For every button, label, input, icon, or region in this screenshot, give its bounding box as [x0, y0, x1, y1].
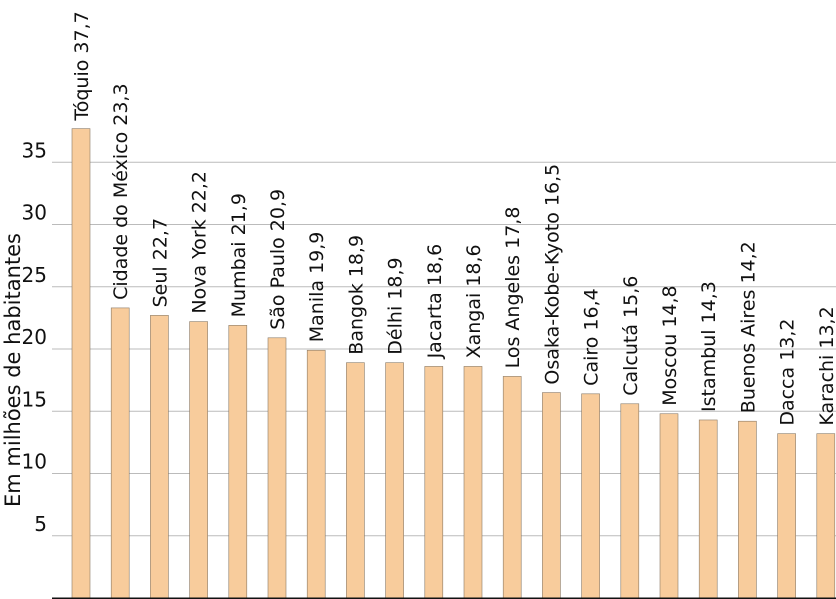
- bar: [659, 413, 679, 599]
- bar-label: Cairo 16,4: [581, 288, 603, 386]
- bar: [189, 321, 208, 599]
- bar-label: Nova York 22,2: [189, 171, 211, 314]
- bar: [620, 403, 640, 599]
- y-tick-label: 20: [22, 325, 47, 349]
- bar: [502, 376, 522, 599]
- bar: [581, 393, 600, 599]
- y-tick-label: 30: [22, 201, 47, 225]
- y-tick-label: 15: [22, 387, 47, 411]
- bar-label: Mumbai 21,9: [228, 193, 250, 317]
- bar-label: Manila 19,9: [306, 232, 328, 343]
- bar-label: Tóquio 37,7: [71, 11, 93, 121]
- bar-label: Jacarta 18,6: [424, 244, 446, 360]
- bar-label: Seul 22,7: [149, 218, 171, 307]
- bar: [542, 392, 561, 599]
- bar-label: Dacca 13,2: [777, 319, 799, 426]
- bar: [816, 433, 836, 599]
- y-tick-label: 5: [34, 512, 47, 536]
- bar-label: Calcutá 15,6: [620, 276, 642, 396]
- bar-label: Cidade do México 23,3: [110, 83, 132, 299]
- bar: [306, 349, 326, 599]
- y-tick-label: 25: [22, 263, 47, 287]
- bar-label: Moscou 14,8: [659, 285, 681, 405]
- bars: [71, 128, 836, 599]
- bar: [71, 128, 91, 599]
- bar: [698, 419, 718, 599]
- bar: [738, 420, 757, 599]
- bar: [424, 366, 444, 599]
- bar-label: Délhi 18,9: [385, 257, 407, 354]
- bar-label: Bangok 18,9: [345, 235, 367, 355]
- y-tick-labels: 5 10 15 20 25 30 35: [22, 138, 47, 536]
- bar: [385, 362, 404, 599]
- y-axis-title: Em milhões de habitantes: [1, 233, 25, 507]
- bar: [346, 362, 365, 599]
- bar-label: Osaka-Kobe-Kyoto 16,5: [541, 164, 563, 385]
- gridlines: [52, 161, 836, 537]
- bar-label: Buenos Aires 14,2: [737, 241, 759, 413]
- y-tick-label: 35: [22, 138, 47, 162]
- bar: [463, 366, 483, 599]
- bar: [267, 337, 287, 599]
- bar: [150, 315, 169, 599]
- bar-labels: Tóquio 37,7 Cidade do México 23,3 Seul 22,…: [71, 11, 836, 425]
- bar: [777, 433, 796, 599]
- bar-label: Karachi 13,2: [816, 306, 836, 425]
- bar: [228, 325, 248, 599]
- bar-label: Los Angeles 17,8: [502, 207, 524, 369]
- bar-label: Xangai 18,6: [463, 244, 485, 358]
- bar: [110, 307, 130, 599]
- bar-label: São Paulo 20,9: [267, 189, 289, 330]
- y-tick-label: 10: [22, 450, 47, 474]
- bar-label: Istambul 14,3: [698, 281, 720, 412]
